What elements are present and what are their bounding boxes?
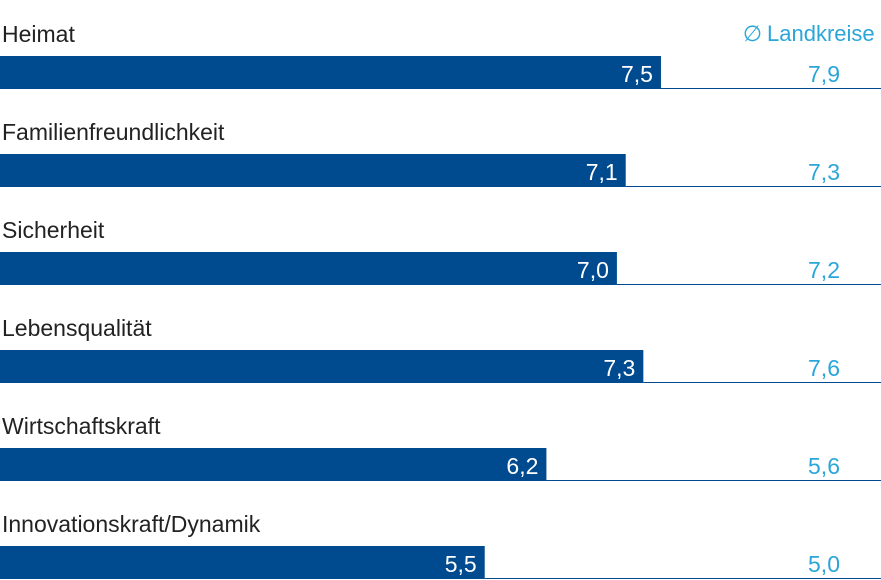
average-value-label: 5,0	[808, 551, 840, 577]
chart-row: Familienfreundlichkeit 7,1 7,3	[0, 119, 881, 187]
bar	[0, 448, 547, 481]
average-value-label: 5,6	[808, 453, 840, 479]
category-label: Heimat	[2, 21, 75, 47]
bar	[0, 546, 485, 579]
bar-value-label: 7,3	[603, 355, 635, 381]
bar	[0, 252, 617, 285]
bar	[0, 56, 661, 89]
chart-legend: ∅ Landkreise	[743, 21, 875, 46]
chart-row: Wirtschaftskraft 6,2 5,6	[0, 413, 881, 481]
average-value-label: 7,2	[808, 257, 840, 283]
bar-value-label: 7,0	[577, 257, 609, 283]
legend-average-symbol: ∅	[743, 21, 762, 46]
category-label: Lebensqualität	[2, 315, 152, 341]
category-label: Wirtschaftskraft	[2, 413, 161, 439]
category-label: Sicherheit	[2, 217, 105, 243]
average-value-label: 7,6	[808, 355, 840, 381]
legend-label: Landkreise	[767, 21, 875, 46]
bar-value-label: 7,5	[621, 61, 653, 87]
average-value-label: 7,3	[808, 159, 840, 185]
category-label: Innovationskraft/Dynamik	[2, 511, 261, 537]
chart-row: Heimat 7,5 7,9	[0, 21, 881, 89]
chart-rows: Heimat 7,5 7,9 Familienfreundlichkeit 7,1 7,3…	[0, 21, 881, 579]
bar-value-label: 6,2	[506, 453, 538, 479]
category-label: Familienfreundlichkeit	[2, 119, 225, 145]
chart-row: Sicherheit 7,0 7,2	[0, 217, 881, 285]
bar	[0, 154, 626, 187]
chart-row: Lebensqualität 7,3 7,6	[0, 315, 881, 383]
bar-value-label: 5,5	[445, 551, 477, 577]
bar-value-label: 7,1	[586, 159, 618, 185]
average-value-label: 7,9	[808, 61, 840, 87]
bar	[0, 350, 644, 383]
chart-row: Innovationskraft/Dynamik 5,5 5,0	[0, 511, 881, 579]
